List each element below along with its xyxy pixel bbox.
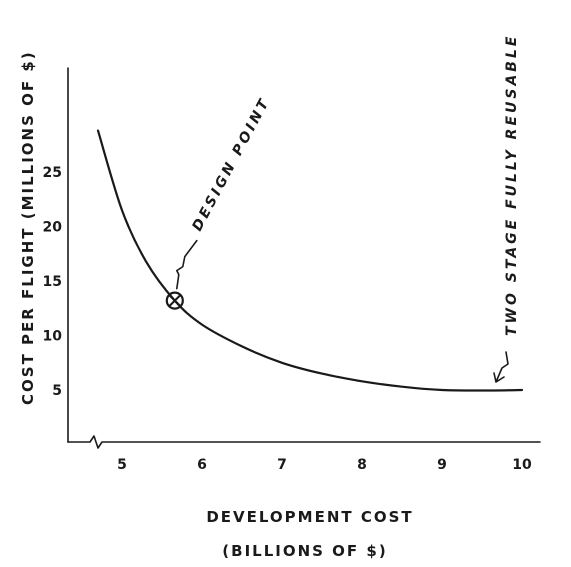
x-axis-subtitle: (BILLIONS OF $): [222, 542, 387, 560]
x-axis-title: DEVELOPMENT COST: [206, 508, 413, 526]
series-line: [96, 129, 524, 392]
x-tick-label: 9: [437, 457, 447, 473]
design-point-leader-icon: [176, 239, 198, 290]
y-tick-label: 20: [43, 220, 63, 236]
x-tick-label: 6: [197, 457, 207, 473]
y-tick-label: 15: [43, 274, 62, 290]
x-tick-labels: 5 6 7 8 9 10: [117, 457, 532, 473]
y-tick-labels: 5 10 15 20 25: [43, 165, 63, 399]
x-tick-label: 5: [117, 457, 127, 473]
design-point-circle: [165, 291, 184, 310]
design-point-marker: [165, 291, 184, 310]
design-point-cross: [168, 294, 182, 308]
reusable-arrow-icon: [493, 351, 509, 383]
y-tick-label: 25: [43, 165, 62, 181]
design-point-label: DESIGN POINT: [189, 95, 273, 234]
reusable-label: TWO STAGE FULLY REUSABLE: [504, 34, 520, 336]
y-axis-title: COST PER FLIGHT (MILLIONS OF $): [19, 50, 37, 405]
y-tick-label: 5: [52, 383, 62, 399]
x-tick-label: 7: [277, 457, 287, 473]
x-axis-line: [67, 435, 541, 449]
x-tick-label: 8: [357, 457, 367, 473]
y-tick-label: 10: [43, 329, 63, 345]
x-tick-label: 10: [512, 457, 532, 473]
